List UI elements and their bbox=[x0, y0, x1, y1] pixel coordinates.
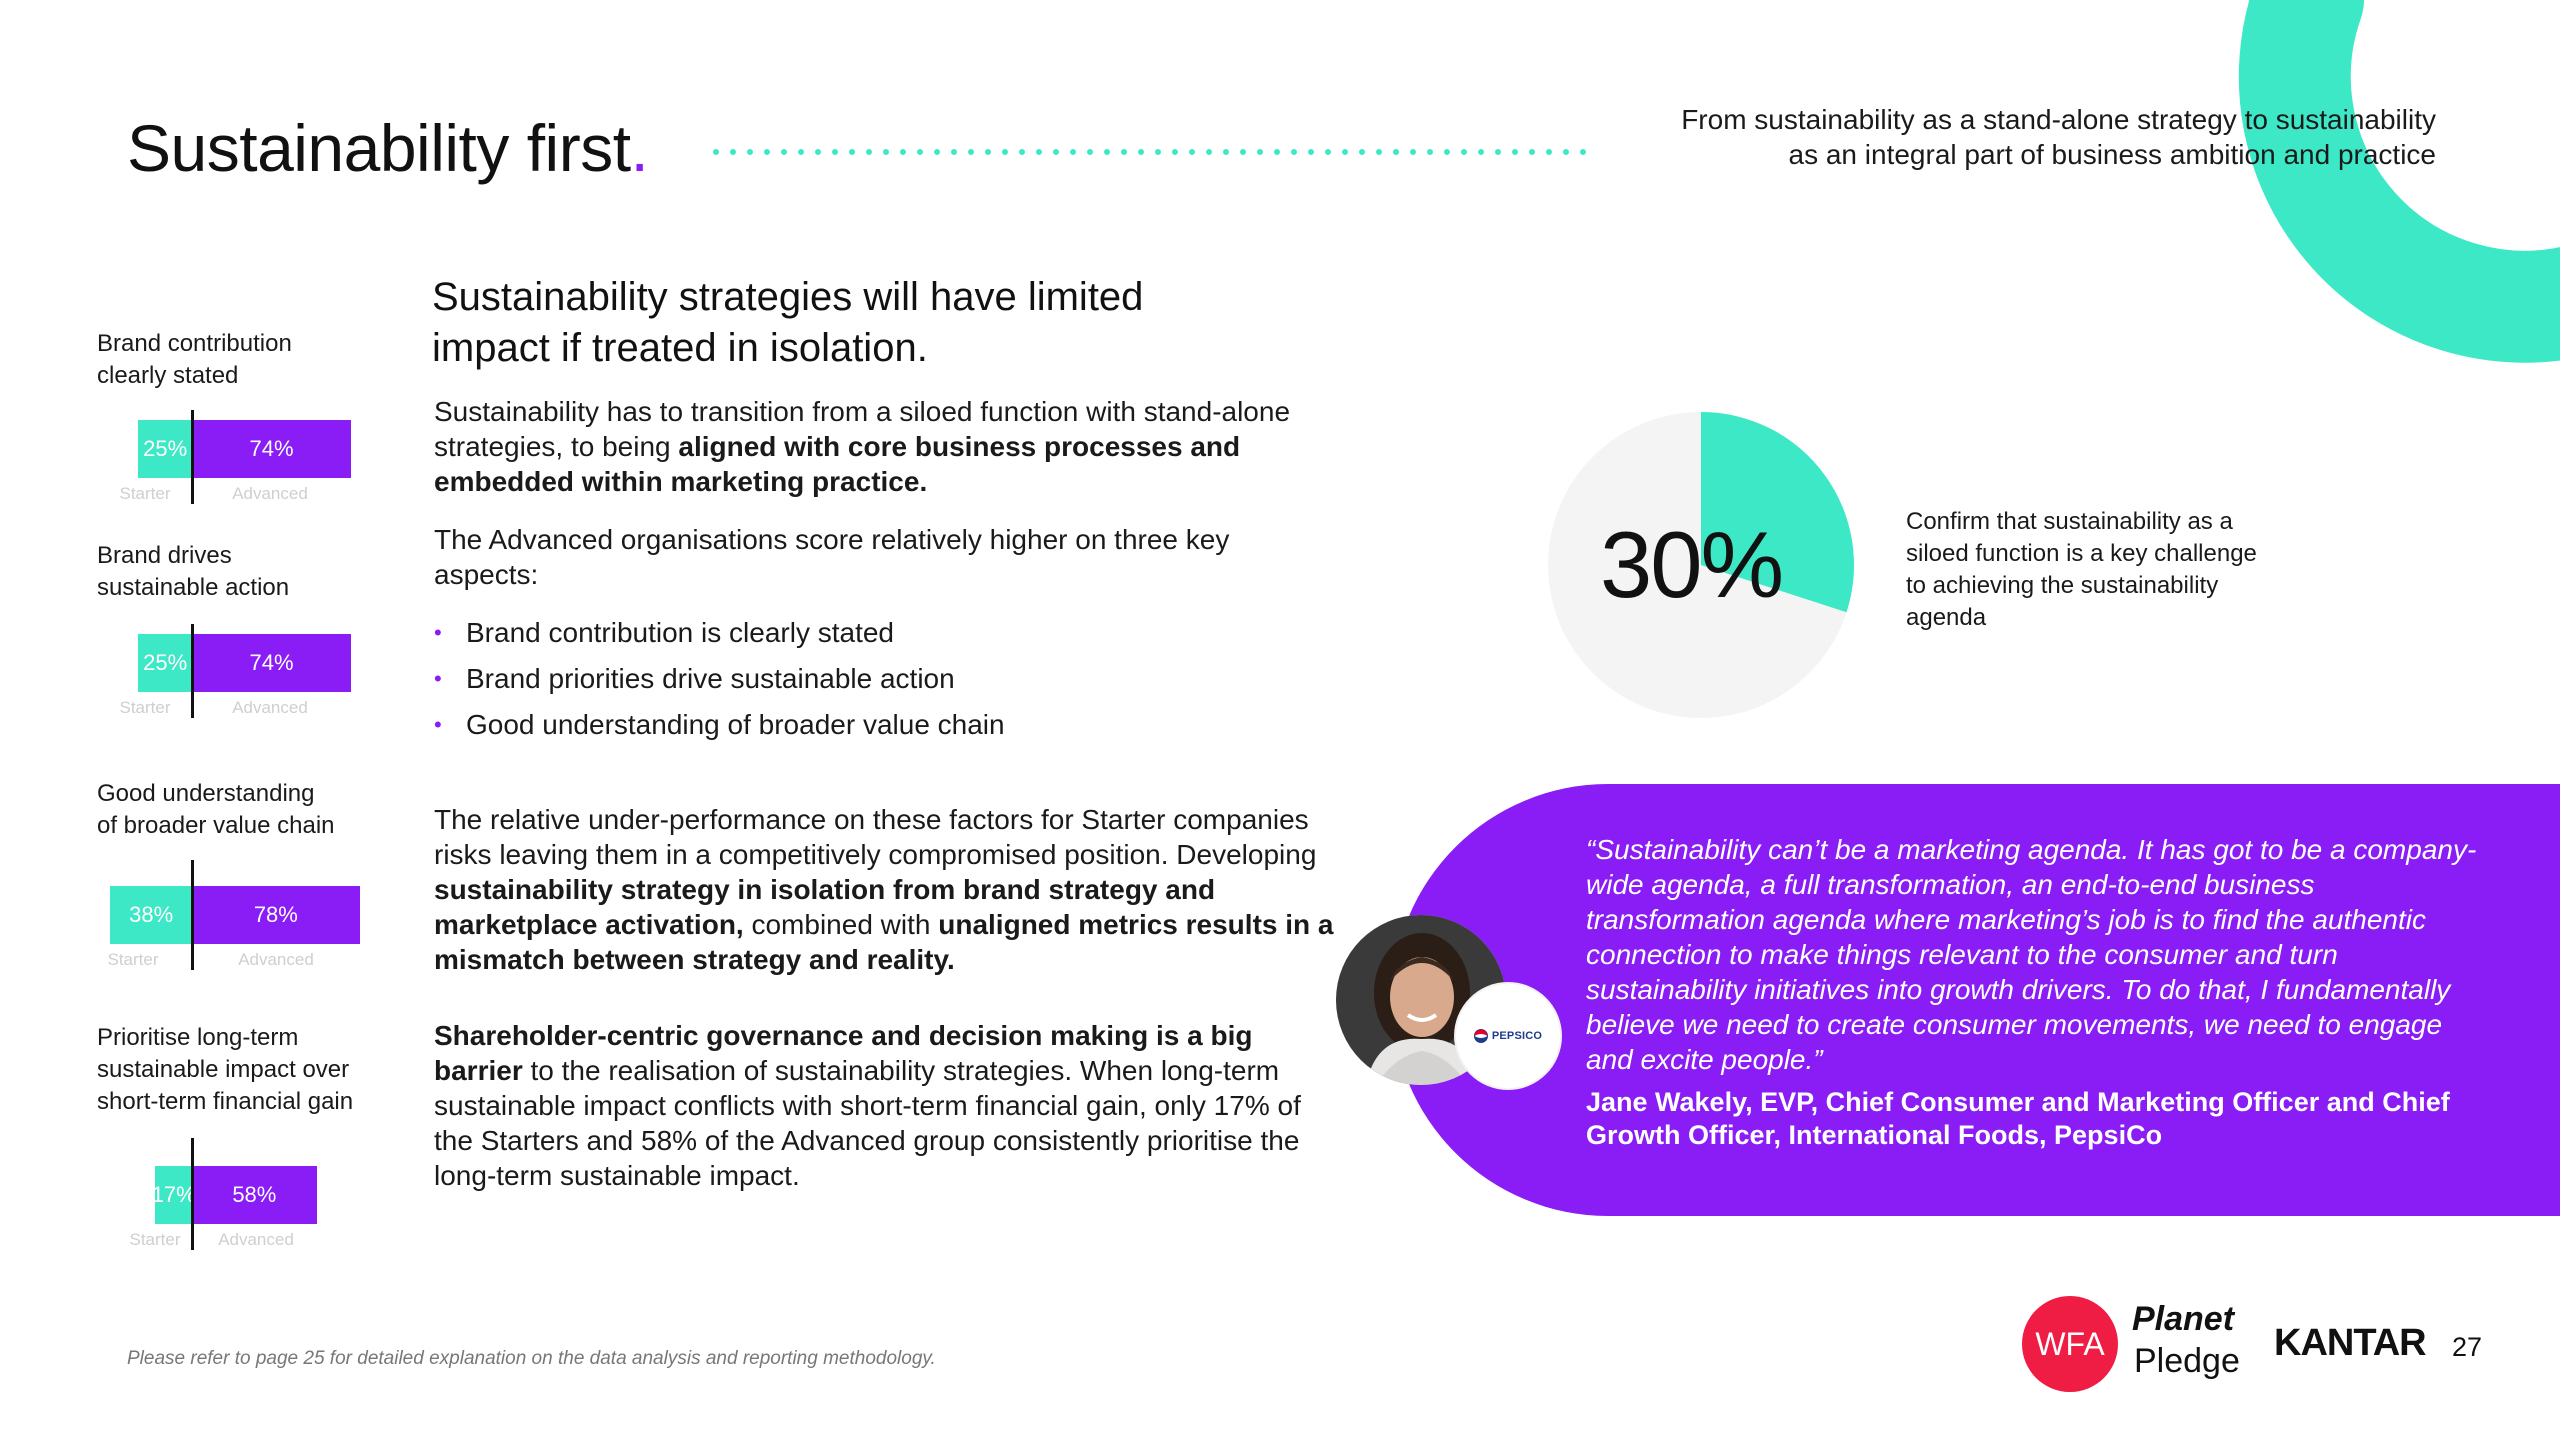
advanced-bar: 78% bbox=[192, 886, 360, 944]
metric-label: Good understanding of broader value chain bbox=[97, 780, 335, 839]
starter-caption: Starter bbox=[129, 1230, 181, 1249]
metric-label: Brand drives sustainable action bbox=[97, 542, 290, 601]
decorative-arc bbox=[2238, 0, 2560, 363]
starter-caption: Starter bbox=[119, 484, 171, 503]
advanced-caption: Advanced bbox=[232, 484, 308, 503]
paragraph-1: Sustainability has to transition from a … bbox=[434, 396, 1291, 497]
stat-value: 30% bbox=[1600, 512, 1784, 617]
quote-text: “Sustainability can’t be a marketing age… bbox=[1586, 834, 2477, 1075]
page-subtitle: From sustainability as a stand-alone str… bbox=[1681, 104, 2436, 170]
speaker-portrait bbox=[1336, 915, 1506, 1085]
advanced-bar: 74% bbox=[192, 420, 352, 478]
page-title: Sustainability first. bbox=[127, 111, 649, 185]
paragraph-4: Shareholder-centric governance and decis… bbox=[434, 1020, 1301, 1191]
paragraph-2: The Advanced organisations score relativ… bbox=[434, 524, 1230, 590]
advanced-caption: Advanced bbox=[218, 1230, 294, 1249]
starter-caption: Starter bbox=[107, 950, 159, 969]
advanced-caption: Advanced bbox=[232, 698, 308, 717]
aspects-list: Brand contribution is clearly stated Bra… bbox=[434, 610, 1005, 748]
advanced-bar: 58% bbox=[192, 1166, 317, 1224]
stat-pie bbox=[1548, 412, 1854, 718]
title-dotted-rule bbox=[713, 149, 1603, 155]
list-item: Brand contribution is clearly stated bbox=[434, 610, 1005, 656]
wfa-logo: WFA bbox=[2022, 1296, 2118, 1392]
starter-caption: Starter bbox=[119, 698, 171, 717]
starter-bar: 25% bbox=[138, 634, 192, 692]
list-item: Good understanding of broader value chai… bbox=[434, 702, 1005, 748]
pepsi-globe-icon bbox=[1473, 1029, 1488, 1043]
pepsico-logo: PEPSICO bbox=[1473, 1029, 1542, 1043]
footnote: Please refer to page 25 for detailed exp… bbox=[127, 1348, 936, 1369]
kantar-logo: KANTAR bbox=[2274, 1322, 2427, 1364]
starter-bar: 17% bbox=[152, 1166, 196, 1224]
planet-pledge-logo-pledge: Pledge bbox=[2134, 1342, 2240, 1380]
metric-axis bbox=[191, 860, 194, 970]
metric-axis bbox=[191, 410, 194, 504]
quote-author: Jane Wakely, EVP, Chief Consumer and Mar… bbox=[1586, 1087, 2450, 1150]
section-heading: Sustainability strategies will have limi… bbox=[432, 275, 1144, 370]
list-item: Brand priorities drive sustainable actio… bbox=[434, 656, 1005, 702]
advanced-caption: Advanced bbox=[238, 950, 314, 969]
pepsico-badge: PEPSICO bbox=[1456, 984, 1560, 1088]
page-number: 27 bbox=[2452, 1332, 2483, 1362]
starter-bar: 25% bbox=[138, 420, 192, 478]
metric-label: Prioritise long-term sustainable impact o… bbox=[97, 1024, 354, 1115]
paragraph-3: The relative under-performance on these … bbox=[434, 804, 1334, 975]
stat-caption: Confirm that sustainability as a siloed … bbox=[1906, 508, 2257, 631]
pie-slice bbox=[1701, 412, 1854, 613]
quote-panel bbox=[1392, 784, 2560, 1216]
title-dot: . bbox=[630, 111, 649, 185]
planet-pledge-logo-planet: Planet bbox=[2132, 1300, 2235, 1338]
metric-label: Brand contribution clearly stated bbox=[97, 330, 292, 389]
advanced-bar: 74% bbox=[192, 634, 352, 692]
starter-bar: 38% bbox=[110, 886, 192, 944]
metric-axis bbox=[191, 624, 194, 718]
metric-axis bbox=[191, 1138, 194, 1250]
